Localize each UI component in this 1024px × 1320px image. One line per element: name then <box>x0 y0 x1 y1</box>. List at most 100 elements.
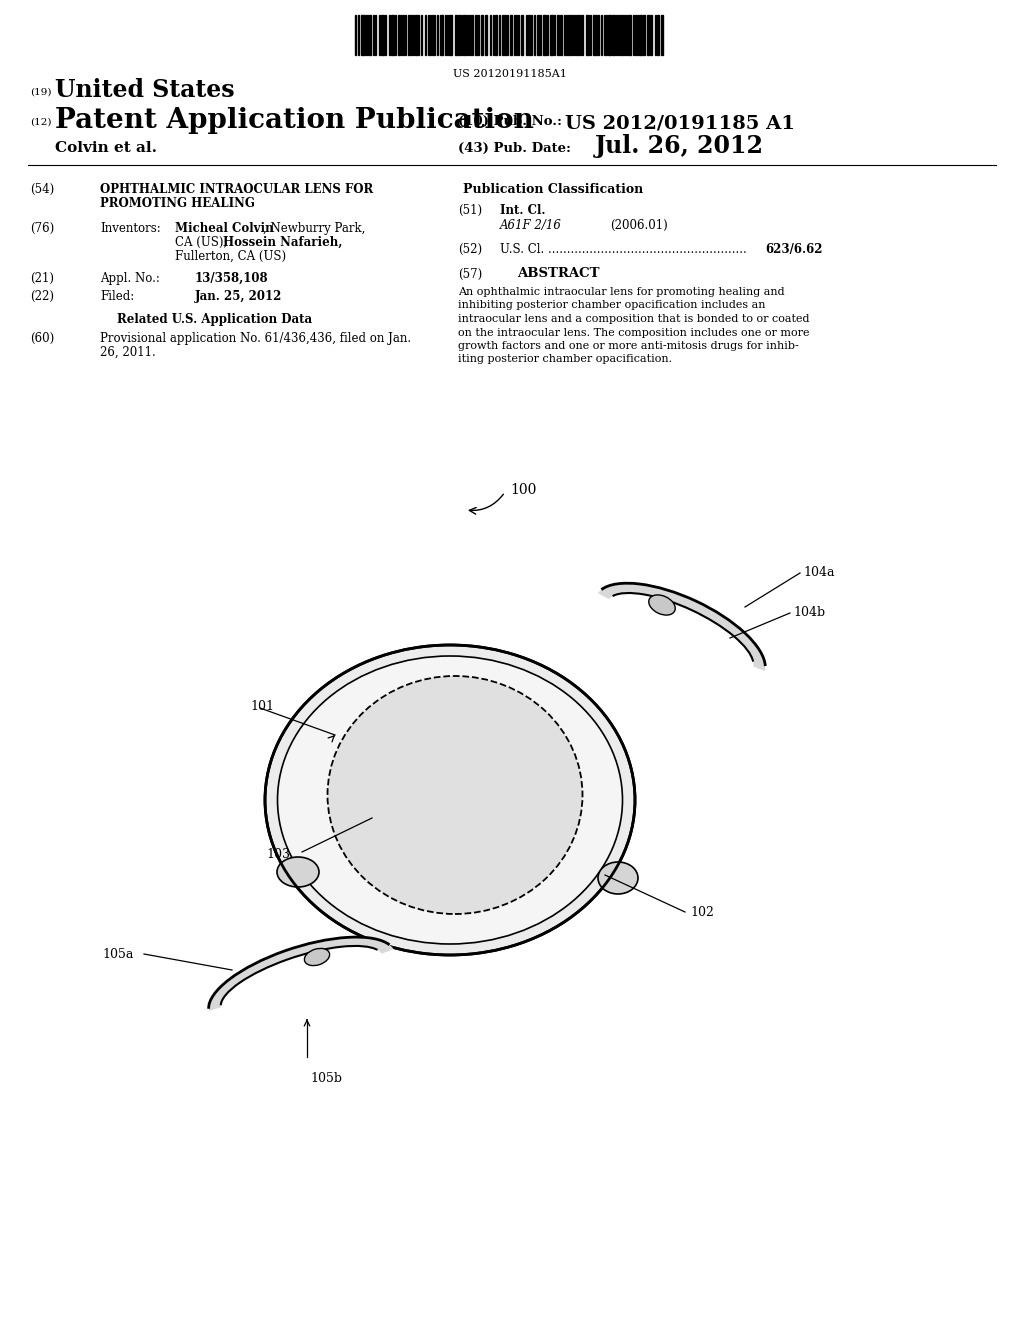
Text: United States: United States <box>55 78 234 102</box>
Text: US 20120191185A1: US 20120191185A1 <box>453 69 567 79</box>
Text: Hossein Nafarieh,: Hossein Nafarieh, <box>223 236 342 249</box>
Bar <box>408 15 410 55</box>
Ellipse shape <box>278 656 623 944</box>
Text: Micheal Colvin: Micheal Colvin <box>175 222 273 235</box>
Ellipse shape <box>265 645 635 954</box>
Bar <box>504 15 506 55</box>
Text: (22): (22) <box>30 290 54 304</box>
Text: (10) Pub. No.:: (10) Pub. No.: <box>458 115 562 128</box>
Bar <box>381 15 384 55</box>
Text: 623/6.62: 623/6.62 <box>765 243 822 256</box>
Text: US 2012/0191185 A1: US 2012/0191185 A1 <box>565 114 795 132</box>
Text: (19): (19) <box>30 88 51 96</box>
Text: 104b: 104b <box>793 606 825 619</box>
Text: Provisional application No. 61/436,436, filed on Jan.: Provisional application No. 61/436,436, … <box>100 333 411 345</box>
Text: ABSTRACT: ABSTRACT <box>517 267 599 280</box>
Bar <box>560 15 562 55</box>
Text: 102: 102 <box>690 907 714 920</box>
Text: 13/358,108: 13/358,108 <box>195 272 268 285</box>
Text: Jan. 25, 2012: Jan. 25, 2012 <box>195 290 283 304</box>
Text: Colvin et al.: Colvin et al. <box>55 141 157 154</box>
Text: 26, 2011.: 26, 2011. <box>100 346 156 359</box>
Text: iting posterior chamber opacification.: iting posterior chamber opacification. <box>458 355 672 364</box>
Text: Filed:: Filed: <box>100 290 134 304</box>
Bar <box>650 15 652 55</box>
Bar <box>586 15 589 55</box>
Bar <box>612 15 614 55</box>
Text: , Newburry Park,: , Newburry Park, <box>263 222 366 235</box>
Text: (21): (21) <box>30 272 54 285</box>
Bar <box>537 15 539 55</box>
Text: 103: 103 <box>266 849 290 862</box>
Bar <box>458 15 460 55</box>
Text: 105b: 105b <box>310 1072 342 1085</box>
Text: (12): (12) <box>30 117 51 127</box>
Text: U.S. Cl. .....................................................: U.S. Cl. ...............................… <box>500 243 746 256</box>
Ellipse shape <box>598 862 638 894</box>
Text: inhibiting posterior chamber opacification includes an: inhibiting posterior chamber opacificati… <box>458 301 766 310</box>
Ellipse shape <box>328 676 583 913</box>
Bar <box>647 15 649 55</box>
Bar <box>568 15 570 55</box>
Text: A61F 2/16: A61F 2/16 <box>500 219 562 232</box>
Bar <box>455 15 457 55</box>
Bar <box>369 15 371 55</box>
Text: (54): (54) <box>30 183 54 195</box>
Bar <box>510 15 512 55</box>
Text: Publication Classification: Publication Classification <box>463 183 643 195</box>
Bar <box>662 15 663 55</box>
Bar <box>449 15 452 55</box>
Bar <box>628 15 631 55</box>
Text: (43) Pub. Date:: (43) Pub. Date: <box>458 143 571 154</box>
Text: (2006.01): (2006.01) <box>610 219 668 232</box>
Text: 100: 100 <box>510 483 537 498</box>
Ellipse shape <box>329 677 581 912</box>
Text: Fullerton, CA (US): Fullerton, CA (US) <box>175 249 286 263</box>
Bar <box>543 15 546 55</box>
Text: Inventors:: Inventors: <box>100 222 161 235</box>
Text: PROMOTING HEALING: PROMOTING HEALING <box>100 197 255 210</box>
Bar <box>391 15 394 55</box>
Ellipse shape <box>304 948 330 966</box>
Text: (76): (76) <box>30 222 54 235</box>
Bar <box>481 15 483 55</box>
Text: Patent Application Publication: Patent Application Publication <box>55 107 534 135</box>
Bar <box>577 15 579 55</box>
Text: 101: 101 <box>250 700 274 713</box>
Text: (52): (52) <box>458 243 482 256</box>
Ellipse shape <box>649 595 675 615</box>
Text: 104a: 104a <box>803 566 835 579</box>
Text: (60): (60) <box>30 333 54 345</box>
Text: (57): (57) <box>458 268 482 281</box>
Text: intraocular lens and a composition that is bonded to or coated: intraocular lens and a composition that … <box>458 314 810 323</box>
Bar <box>528 15 530 55</box>
Bar <box>361 15 364 55</box>
Text: Appl. No.:: Appl. No.: <box>100 272 160 285</box>
Bar <box>597 15 599 55</box>
Ellipse shape <box>278 857 319 887</box>
Bar <box>475 15 477 55</box>
Text: Related U.S. Application Data: Related U.S. Application Data <box>118 313 312 326</box>
Text: OPHTHALMIC INTRAOCULAR LENS FOR: OPHTHALMIC INTRAOCULAR LENS FOR <box>100 183 374 195</box>
Bar <box>398 15 400 55</box>
Bar <box>557 15 559 55</box>
Bar <box>639 15 642 55</box>
Text: CA (US);: CA (US); <box>175 236 231 249</box>
Text: growth factors and one or more anti-mitosis drugs for inhib-: growth factors and one or more anti-mito… <box>458 341 799 351</box>
Bar <box>657 15 659 55</box>
Polygon shape <box>209 937 393 1011</box>
Text: Jul. 26, 2012: Jul. 26, 2012 <box>595 135 764 158</box>
Bar <box>485 15 487 55</box>
Bar <box>608 15 611 55</box>
Text: on the intraocular lens. The composition includes one or more: on the intraocular lens. The composition… <box>458 327 810 338</box>
Polygon shape <box>598 583 765 671</box>
Text: 105a: 105a <box>102 948 134 961</box>
Bar <box>415 15 417 55</box>
Bar <box>550 15 553 55</box>
Text: An ophthalmic intraocular lens for promoting healing and: An ophthalmic intraocular lens for promo… <box>458 286 784 297</box>
Bar <box>621 15 623 55</box>
Bar <box>593 15 596 55</box>
Bar <box>495 15 497 55</box>
Text: Int. Cl.: Int. Cl. <box>500 205 546 216</box>
Bar <box>440 15 443 55</box>
